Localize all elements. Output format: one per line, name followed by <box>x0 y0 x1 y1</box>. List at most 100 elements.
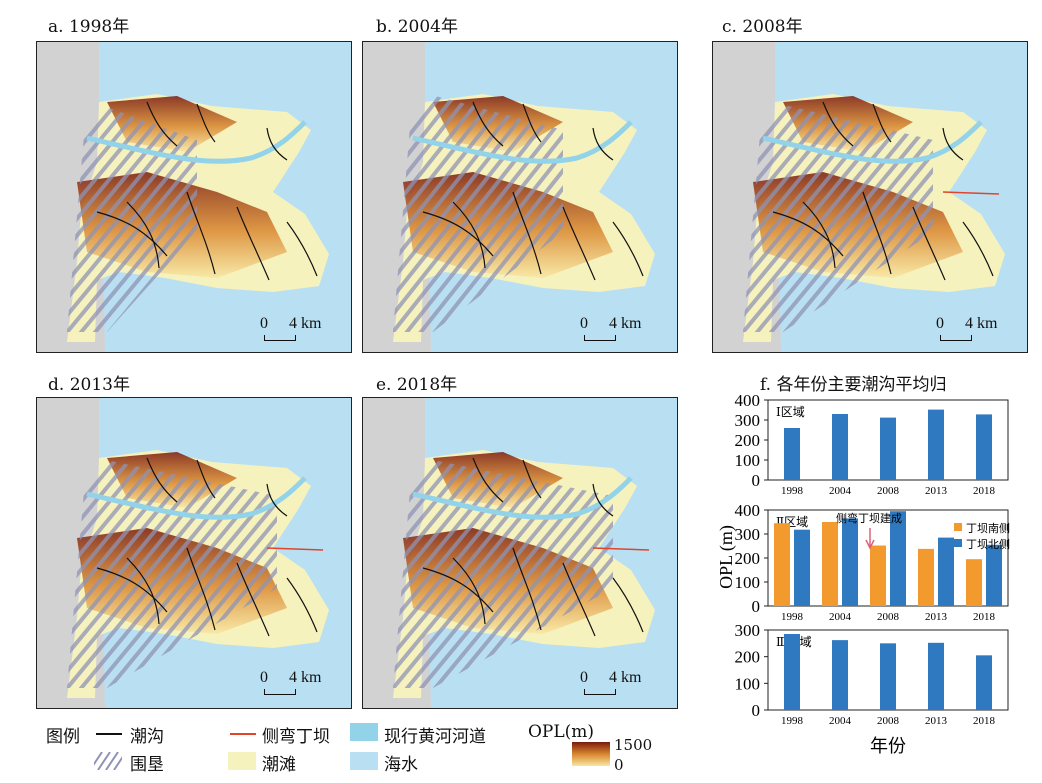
map-panel-c <box>712 41 1028 353</box>
y-tick-label: 400 <box>735 501 761 520</box>
x-tick-label: 2008 <box>877 611 900 623</box>
y-tick-label: 200 <box>735 549 761 568</box>
opl-max-label: 1500 <box>614 736 653 754</box>
legend-label: 丁坝南侧 <box>966 521 1010 535</box>
chart-panel-3: 0100200300Ⅲ区域19982004200820132018 <box>735 621 1009 727</box>
opl-gradient-icon <box>572 742 610 766</box>
red-line-icon <box>230 733 256 735</box>
x-tick-label: 2013 <box>925 715 948 727</box>
x-tick-label: 2008 <box>877 715 900 727</box>
opl-zone-north <box>783 96 913 152</box>
tidal-creeks <box>96 457 318 637</box>
legend-swatch <box>954 539 962 547</box>
x-tick-label: 2013 <box>925 485 948 497</box>
legend-label-groin: 侧弯丁坝 <box>262 727 330 747</box>
bar <box>966 559 982 606</box>
bar <box>880 643 896 710</box>
y-tick-label: 300 <box>735 411 761 430</box>
tidal-flat-swatch-icon <box>228 752 256 770</box>
bar <box>928 409 944 480</box>
river-channel <box>762 120 983 164</box>
x-tick-label: 2018 <box>973 485 996 497</box>
legend-swatch <box>954 523 962 531</box>
x-tick-label: 2004 <box>829 715 852 727</box>
bar <box>832 640 848 710</box>
y-tick-label: 0 <box>752 701 761 720</box>
legend-label-river: 现行黄河河道 <box>384 727 486 747</box>
bar <box>870 545 886 606</box>
tidal-creeks <box>422 457 644 637</box>
y-tick-label: 300 <box>735 621 761 640</box>
panel-title-a: a. 1998年 <box>48 17 130 37</box>
annotation-arrow <box>865 528 875 550</box>
panel-title-b: b. 2004年 <box>376 17 458 37</box>
y-tick-label: 100 <box>735 451 761 470</box>
y-tick-label: 200 <box>735 648 761 667</box>
panel-title-c: c. 2008年 <box>722 17 803 37</box>
river-channel <box>86 476 307 520</box>
bar <box>976 414 992 480</box>
x-tick-label: 1998 <box>781 485 804 497</box>
x-tick-label: 2008 <box>877 485 900 497</box>
y-tick-label: 200 <box>735 431 761 450</box>
sea-swatch-icon <box>350 752 378 770</box>
x-tick-label: 1998 <box>781 611 804 623</box>
x-tick-label: 2004 <box>829 485 852 497</box>
map-panel-e <box>362 397 678 709</box>
map-panel-d <box>36 397 352 709</box>
y-axis-title: OPL (m) <box>716 525 737 589</box>
opl-min-label: 0 <box>614 756 624 774</box>
map-panel-b <box>362 41 678 353</box>
x-tick-label: 1998 <box>781 715 804 727</box>
y-tick-label: 400 <box>735 392 761 410</box>
y-tick-label: 100 <box>735 674 761 693</box>
panel-title-e: e. 2018年 <box>376 375 458 395</box>
opl-zone-north <box>433 452 563 508</box>
bar <box>832 414 848 480</box>
region-label: Ⅰ区域 <box>776 405 805 419</box>
y-tick-label: 0 <box>752 597 761 616</box>
hatch-swatch-icon <box>94 752 122 770</box>
x-axis-title: 年份 <box>870 736 906 757</box>
y-tick-label: 0 <box>752 471 761 490</box>
legend-label-reclaim: 围垦 <box>130 755 164 775</box>
groin-line <box>942 191 1000 195</box>
line-icon <box>96 733 122 735</box>
river-channel <box>86 120 307 164</box>
groin-line <box>592 547 650 551</box>
river-swatch-icon <box>350 723 378 741</box>
groin-line <box>266 547 324 551</box>
opl-zone-north <box>107 96 237 152</box>
bar <box>784 428 800 480</box>
chart-title: f. 各年份主要潮沟平均归 <box>760 375 947 395</box>
bar <box>774 523 790 606</box>
map-panel-a <box>36 41 352 353</box>
tidal-creeks <box>772 101 994 281</box>
river-channel <box>412 120 633 164</box>
y-tick-label: 100 <box>735 573 761 592</box>
x-tick-label: 2013 <box>925 611 948 623</box>
bar <box>890 511 906 606</box>
x-tick-label: 2018 <box>973 715 996 727</box>
legend-label-sea: 海水 <box>384 755 418 775</box>
bar <box>986 544 1002 606</box>
bar <box>794 529 810 606</box>
opl-zone-north <box>107 452 237 508</box>
bar <box>822 522 838 606</box>
bar <box>784 634 800 710</box>
bar <box>842 518 858 606</box>
x-tick-label: 2004 <box>829 611 852 623</box>
bar <box>938 537 954 606</box>
tidal-creeks <box>96 101 318 281</box>
opl-legend-title: OPL(m) <box>528 722 595 742</box>
bar <box>880 417 896 480</box>
legend-title: 图例 <box>46 727 80 747</box>
legend-label-flat: 潮滩 <box>262 755 296 775</box>
legend-label-creek: 潮沟 <box>130 727 164 747</box>
annotation-text: 侧弯丁坝建成 <box>836 511 902 525</box>
x-tick-label: 2018 <box>973 611 996 623</box>
y-tick-label: 300 <box>735 525 761 544</box>
